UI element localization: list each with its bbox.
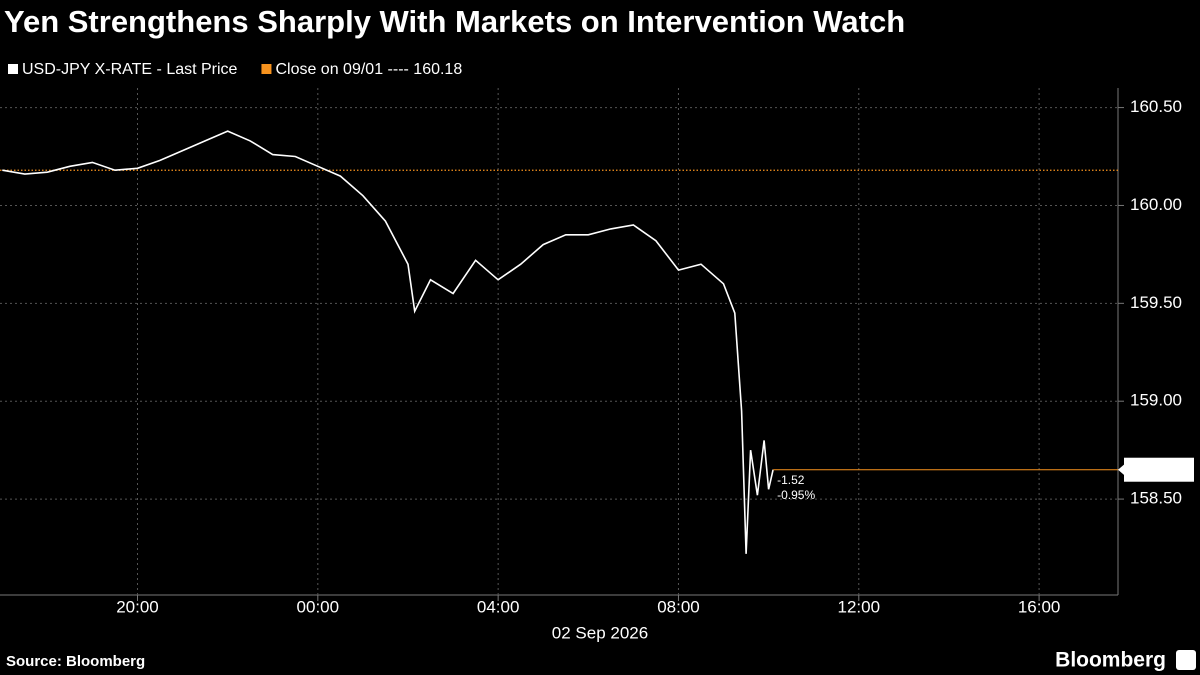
- x-tick-label: 00:00: [297, 597, 340, 616]
- x-tick-label: 20:00: [116, 597, 159, 616]
- source: Source: Bloomberg: [6, 653, 145, 670]
- last-price-label: 158.65: [1128, 460, 1180, 479]
- last-price-pointer: [1118, 463, 1125, 476]
- x-tick-label: 12:00: [838, 597, 881, 616]
- y-tick-label: 159.50: [1130, 293, 1182, 312]
- change-annotation: -1.52: [777, 473, 805, 487]
- legend-swatch: [261, 64, 272, 74]
- brand: Bloomberg: [1055, 649, 1166, 672]
- x-tick-label: 04:00: [477, 597, 520, 616]
- last-price-box: [1124, 457, 1194, 482]
- legend-label: Close on 09/01 ---- 160.18: [275, 61, 462, 78]
- date-label: 02 Sep 2026: [552, 623, 648, 642]
- change-annotation: -0.95%: [777, 488, 815, 502]
- x-tick-label: 08:00: [657, 597, 700, 616]
- price-line: [2, 130, 774, 554]
- y-tick-label: 158.50: [1130, 489, 1182, 508]
- y-tick-label: 160.50: [1130, 97, 1182, 116]
- y-tick-label: 160.00: [1130, 195, 1182, 214]
- chart-title: Yen Strengthens Sharply With Markets on …: [4, 4, 905, 39]
- brand-icon: [1176, 650, 1196, 670]
- legend-label: USD-JPY X-RATE - Last Price: [22, 61, 238, 78]
- legend-swatch: [8, 64, 18, 74]
- y-tick-label: 159.00: [1130, 391, 1182, 410]
- x-tick-label: 16:00: [1018, 597, 1061, 616]
